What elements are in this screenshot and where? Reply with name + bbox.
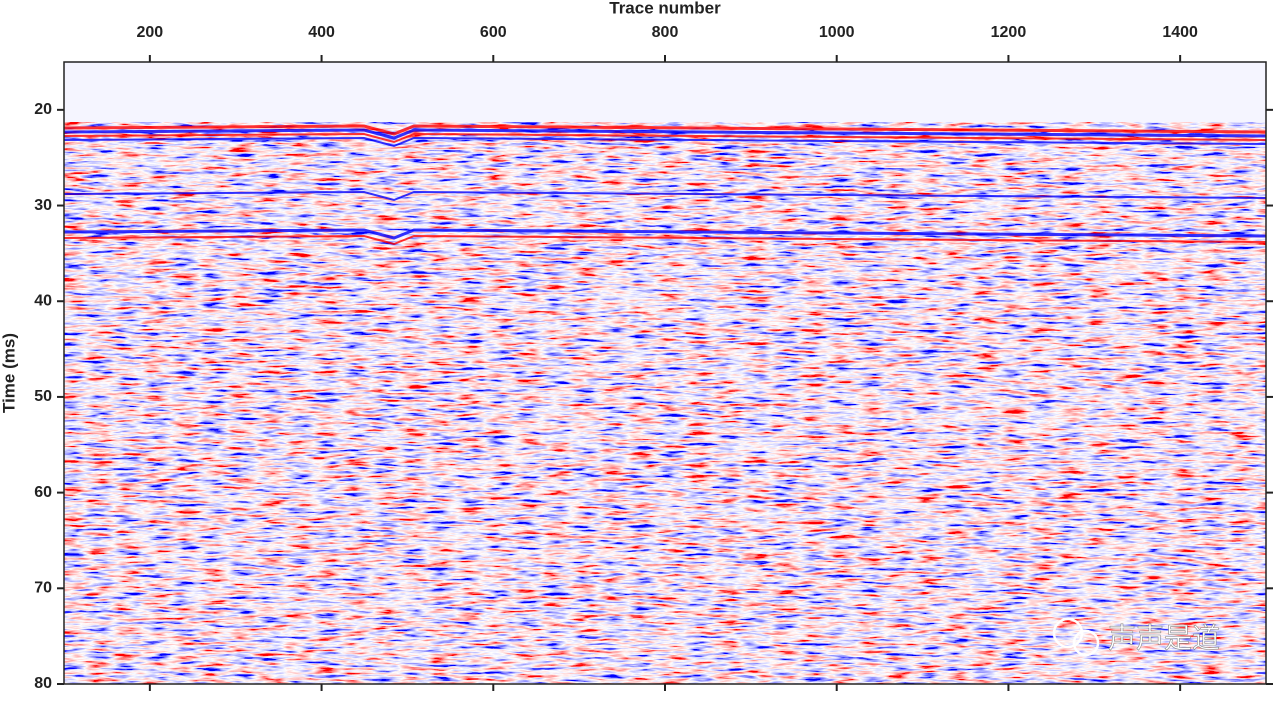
watermark-text: 声声是道 bbox=[1108, 622, 1220, 653]
x-tick-label: 400 bbox=[308, 24, 335, 41]
y-tick-label: 40 bbox=[34, 292, 52, 309]
x-tick-label: 200 bbox=[137, 24, 164, 41]
plot-area bbox=[64, 62, 1266, 684]
reflector bbox=[64, 128, 1266, 140]
y-tick-label: 50 bbox=[34, 388, 52, 405]
reflector bbox=[64, 190, 1266, 202]
x-axis-title: Trace number bbox=[609, 0, 721, 17]
x-tick-label: 1400 bbox=[1162, 24, 1198, 41]
reflector bbox=[64, 136, 1266, 148]
reflector bbox=[64, 124, 1266, 136]
watermark-icon bbox=[1072, 629, 1100, 657]
watermark: 声声是道 bbox=[1052, 617, 1220, 657]
y-tick-label: 20 bbox=[34, 101, 52, 118]
y-tick-label: 30 bbox=[34, 197, 52, 214]
watermark-icon bbox=[1052, 617, 1084, 649]
reflector bbox=[64, 234, 1266, 246]
y-tick-label: 70 bbox=[34, 580, 52, 597]
y-axis-title: Time (ms) bbox=[0, 333, 18, 413]
x-tick-label: 600 bbox=[480, 24, 507, 41]
reflector bbox=[64, 228, 1266, 240]
reflector bbox=[64, 132, 1266, 144]
y-tick-label: 60 bbox=[34, 484, 52, 501]
x-tick-label: 1200 bbox=[991, 24, 1027, 41]
x-tick-label: 1000 bbox=[819, 24, 855, 41]
x-tick-label: 800 bbox=[652, 24, 679, 41]
seismic-section bbox=[64, 122, 1266, 684]
y-tick-label: 80 bbox=[34, 675, 52, 692]
